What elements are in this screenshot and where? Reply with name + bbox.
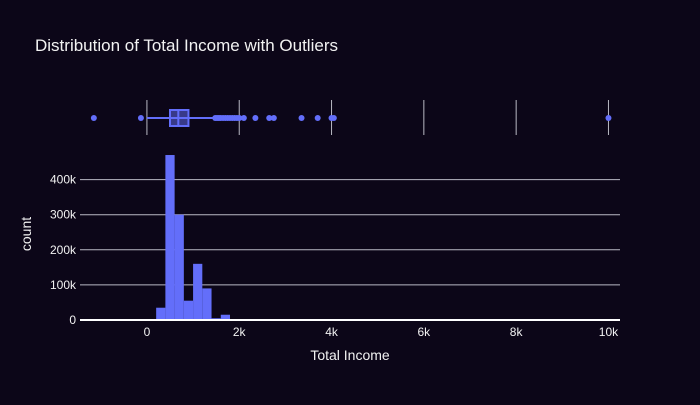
histogram-bar [183, 300, 194, 320]
x-tick-label: 4k [325, 325, 339, 339]
box-outlier-point [330, 115, 337, 121]
histogram-bar [193, 263, 203, 320]
histogram-bar [202, 288, 212, 320]
box-outlier-point [270, 115, 277, 121]
box-outlier-point [236, 115, 243, 121]
box-outlier-point [240, 115, 247, 121]
histogram-bar [156, 307, 166, 320]
x-tick-label: 6k [418, 325, 432, 339]
box-outlier-point [90, 115, 97, 121]
y-tick-label: 200k [50, 243, 77, 257]
x-axis-title: Total Income [310, 347, 390, 363]
chart-title: Distribution of Total Income with Outlie… [35, 36, 338, 55]
box-outlier-point [137, 115, 144, 121]
box-outlier-point [605, 115, 612, 121]
histogram-bar [220, 314, 230, 320]
x-tick-label: 8k [510, 325, 524, 339]
box-outlier-point [314, 115, 321, 121]
y-tick-label: 100k [50, 278, 77, 292]
box-outlier-point [266, 115, 273, 121]
histogram-bar [165, 155, 175, 320]
x-tick-label: 0 [144, 325, 151, 339]
y-tick-label: 0 [69, 313, 76, 327]
box-outlier-point [298, 115, 305, 121]
histogram-bar [174, 214, 184, 320]
y-axis-title: count [18, 217, 34, 251]
x-tick-label: 10k [599, 325, 619, 339]
y-tick-label: 400k [50, 173, 77, 187]
x-tick-label: 2k [233, 325, 247, 339]
box-outlier-point [252, 115, 259, 121]
y-tick-label: 300k [50, 208, 77, 222]
